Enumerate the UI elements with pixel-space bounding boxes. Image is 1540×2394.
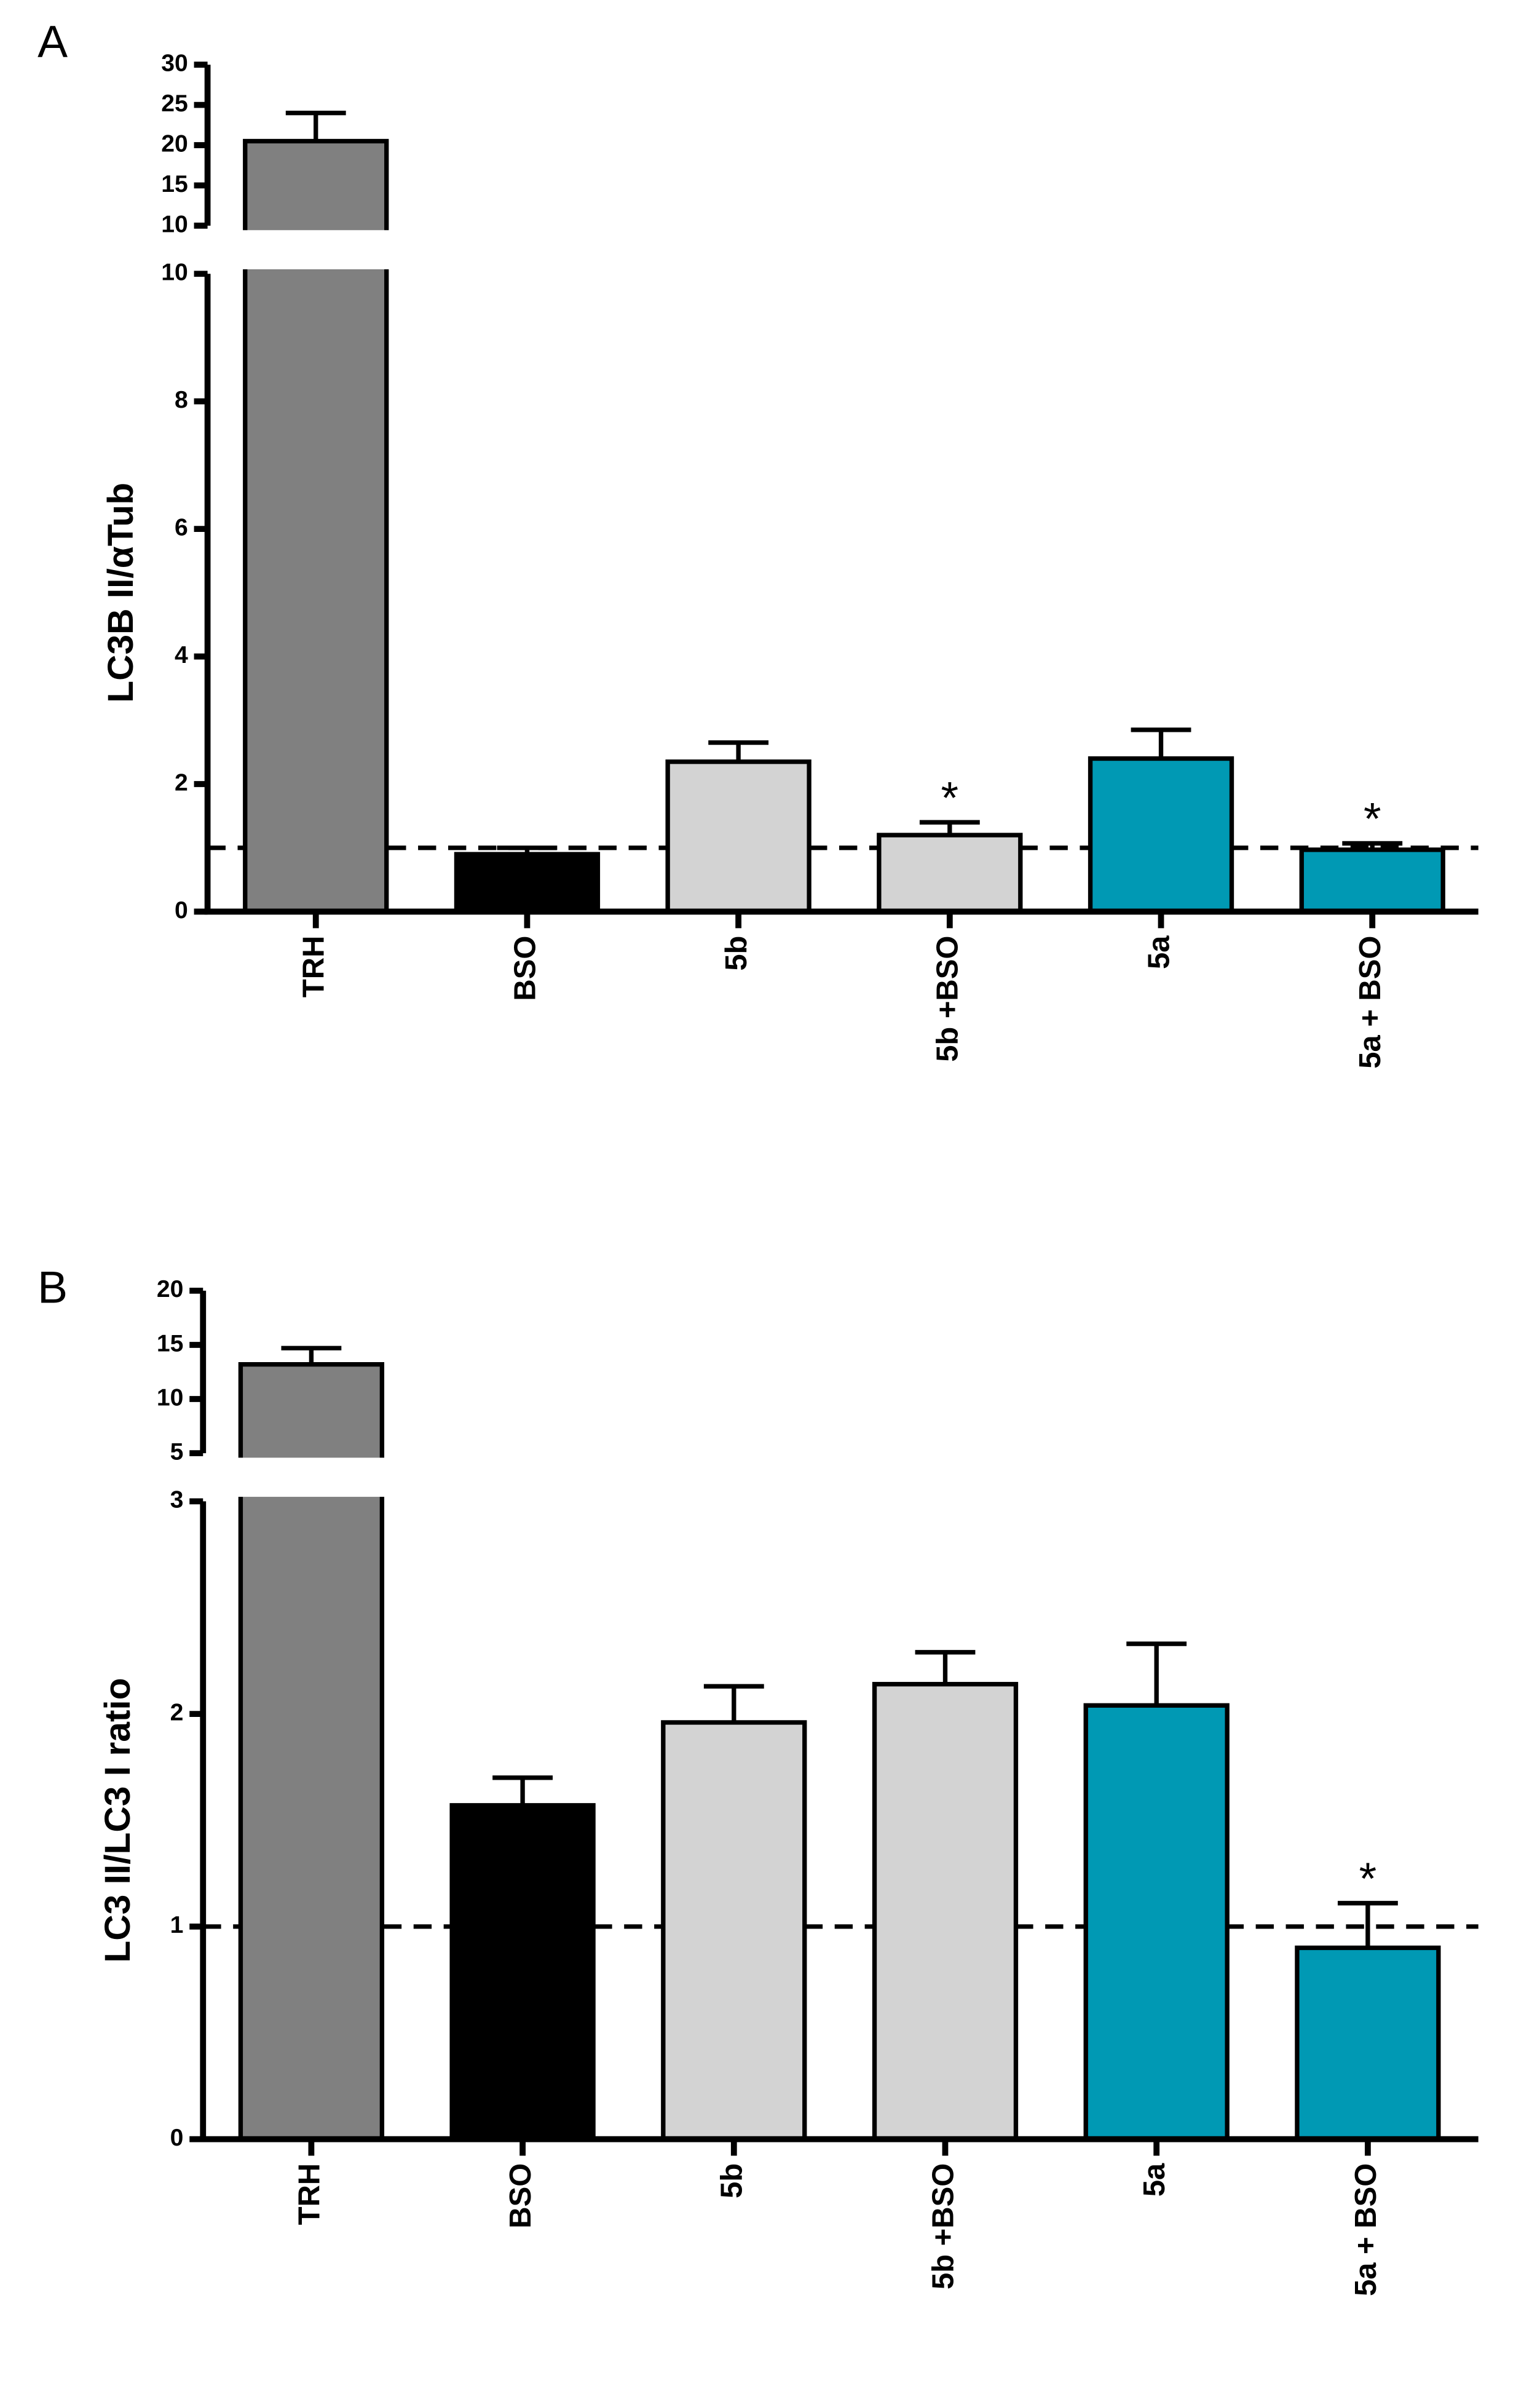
bar: [877, 833, 1023, 914]
x-tick-label: TRH: [298, 936, 331, 998]
y-tick-label: 20: [157, 1276, 184, 1302]
y-tick-label: 30: [161, 50, 188, 77]
y-tick-label: 15: [161, 171, 188, 197]
annotation: *: [1359, 1853, 1377, 1904]
x-tick-label: 5b: [720, 936, 753, 971]
axis-break: [236, 1457, 387, 1497]
y-tick-label: 1: [170, 1912, 184, 1938]
bar: [1299, 847, 1445, 914]
x-tick-label: 5a: [1142, 935, 1175, 969]
panel-label: B: [38, 1262, 68, 1312]
y-tick-label: 2: [170, 1699, 184, 1726]
x-tick-label: 5b +BSO: [926, 2163, 960, 2289]
y-tick-label: 6: [175, 514, 188, 541]
bar: [1295, 1945, 1441, 2142]
x-tick-label: 5b: [716, 2163, 749, 2198]
y-tick-label: 10: [157, 1384, 184, 1411]
bar: [665, 759, 811, 914]
annotation: *: [941, 772, 959, 823]
y-tick-label: 8: [175, 387, 188, 413]
x-tick-label: 5a + BSO: [1349, 2163, 1383, 2296]
y-tick-label: 0: [175, 897, 188, 924]
y-tick-label: 3: [170, 1487, 184, 1513]
y-axis-label: LC3 II/LC3 I ratio: [98, 1678, 138, 1962]
y-tick-label: 20: [161, 130, 188, 157]
x-tick-label: BSO: [508, 936, 542, 1001]
x-tick-label: 5b +BSO: [931, 936, 965, 1062]
panel-label: A: [38, 17, 68, 67]
y-tick-label: 4: [175, 642, 188, 668]
y-tick-label: 5: [170, 1438, 184, 1465]
annotation: *: [1364, 794, 1381, 844]
bar: [454, 852, 601, 914]
bar: [1083, 1703, 1230, 2142]
y-tick-label: 0: [170, 2125, 184, 2151]
y-tick-label: 25: [161, 90, 188, 117]
x-tick-label: 5a + BSO: [1354, 936, 1387, 1069]
y-tick-label: 15: [157, 1330, 184, 1357]
y-axis-label: LC3B II/αTub: [101, 483, 141, 703]
y-tick-label: 2: [175, 769, 188, 796]
axis-break: [240, 230, 392, 269]
bar: [661, 1720, 807, 2142]
bar: [1088, 756, 1234, 914]
y-tick-label: 10: [161, 260, 188, 286]
x-tick-label: 5a: [1138, 2163, 1171, 2197]
bar: [449, 1803, 596, 2142]
x-tick-label: TRH: [293, 2163, 326, 2226]
x-tick-label: BSO: [504, 2163, 537, 2229]
y-tick-label: 10: [161, 211, 188, 237]
bar: [872, 1682, 1019, 2142]
